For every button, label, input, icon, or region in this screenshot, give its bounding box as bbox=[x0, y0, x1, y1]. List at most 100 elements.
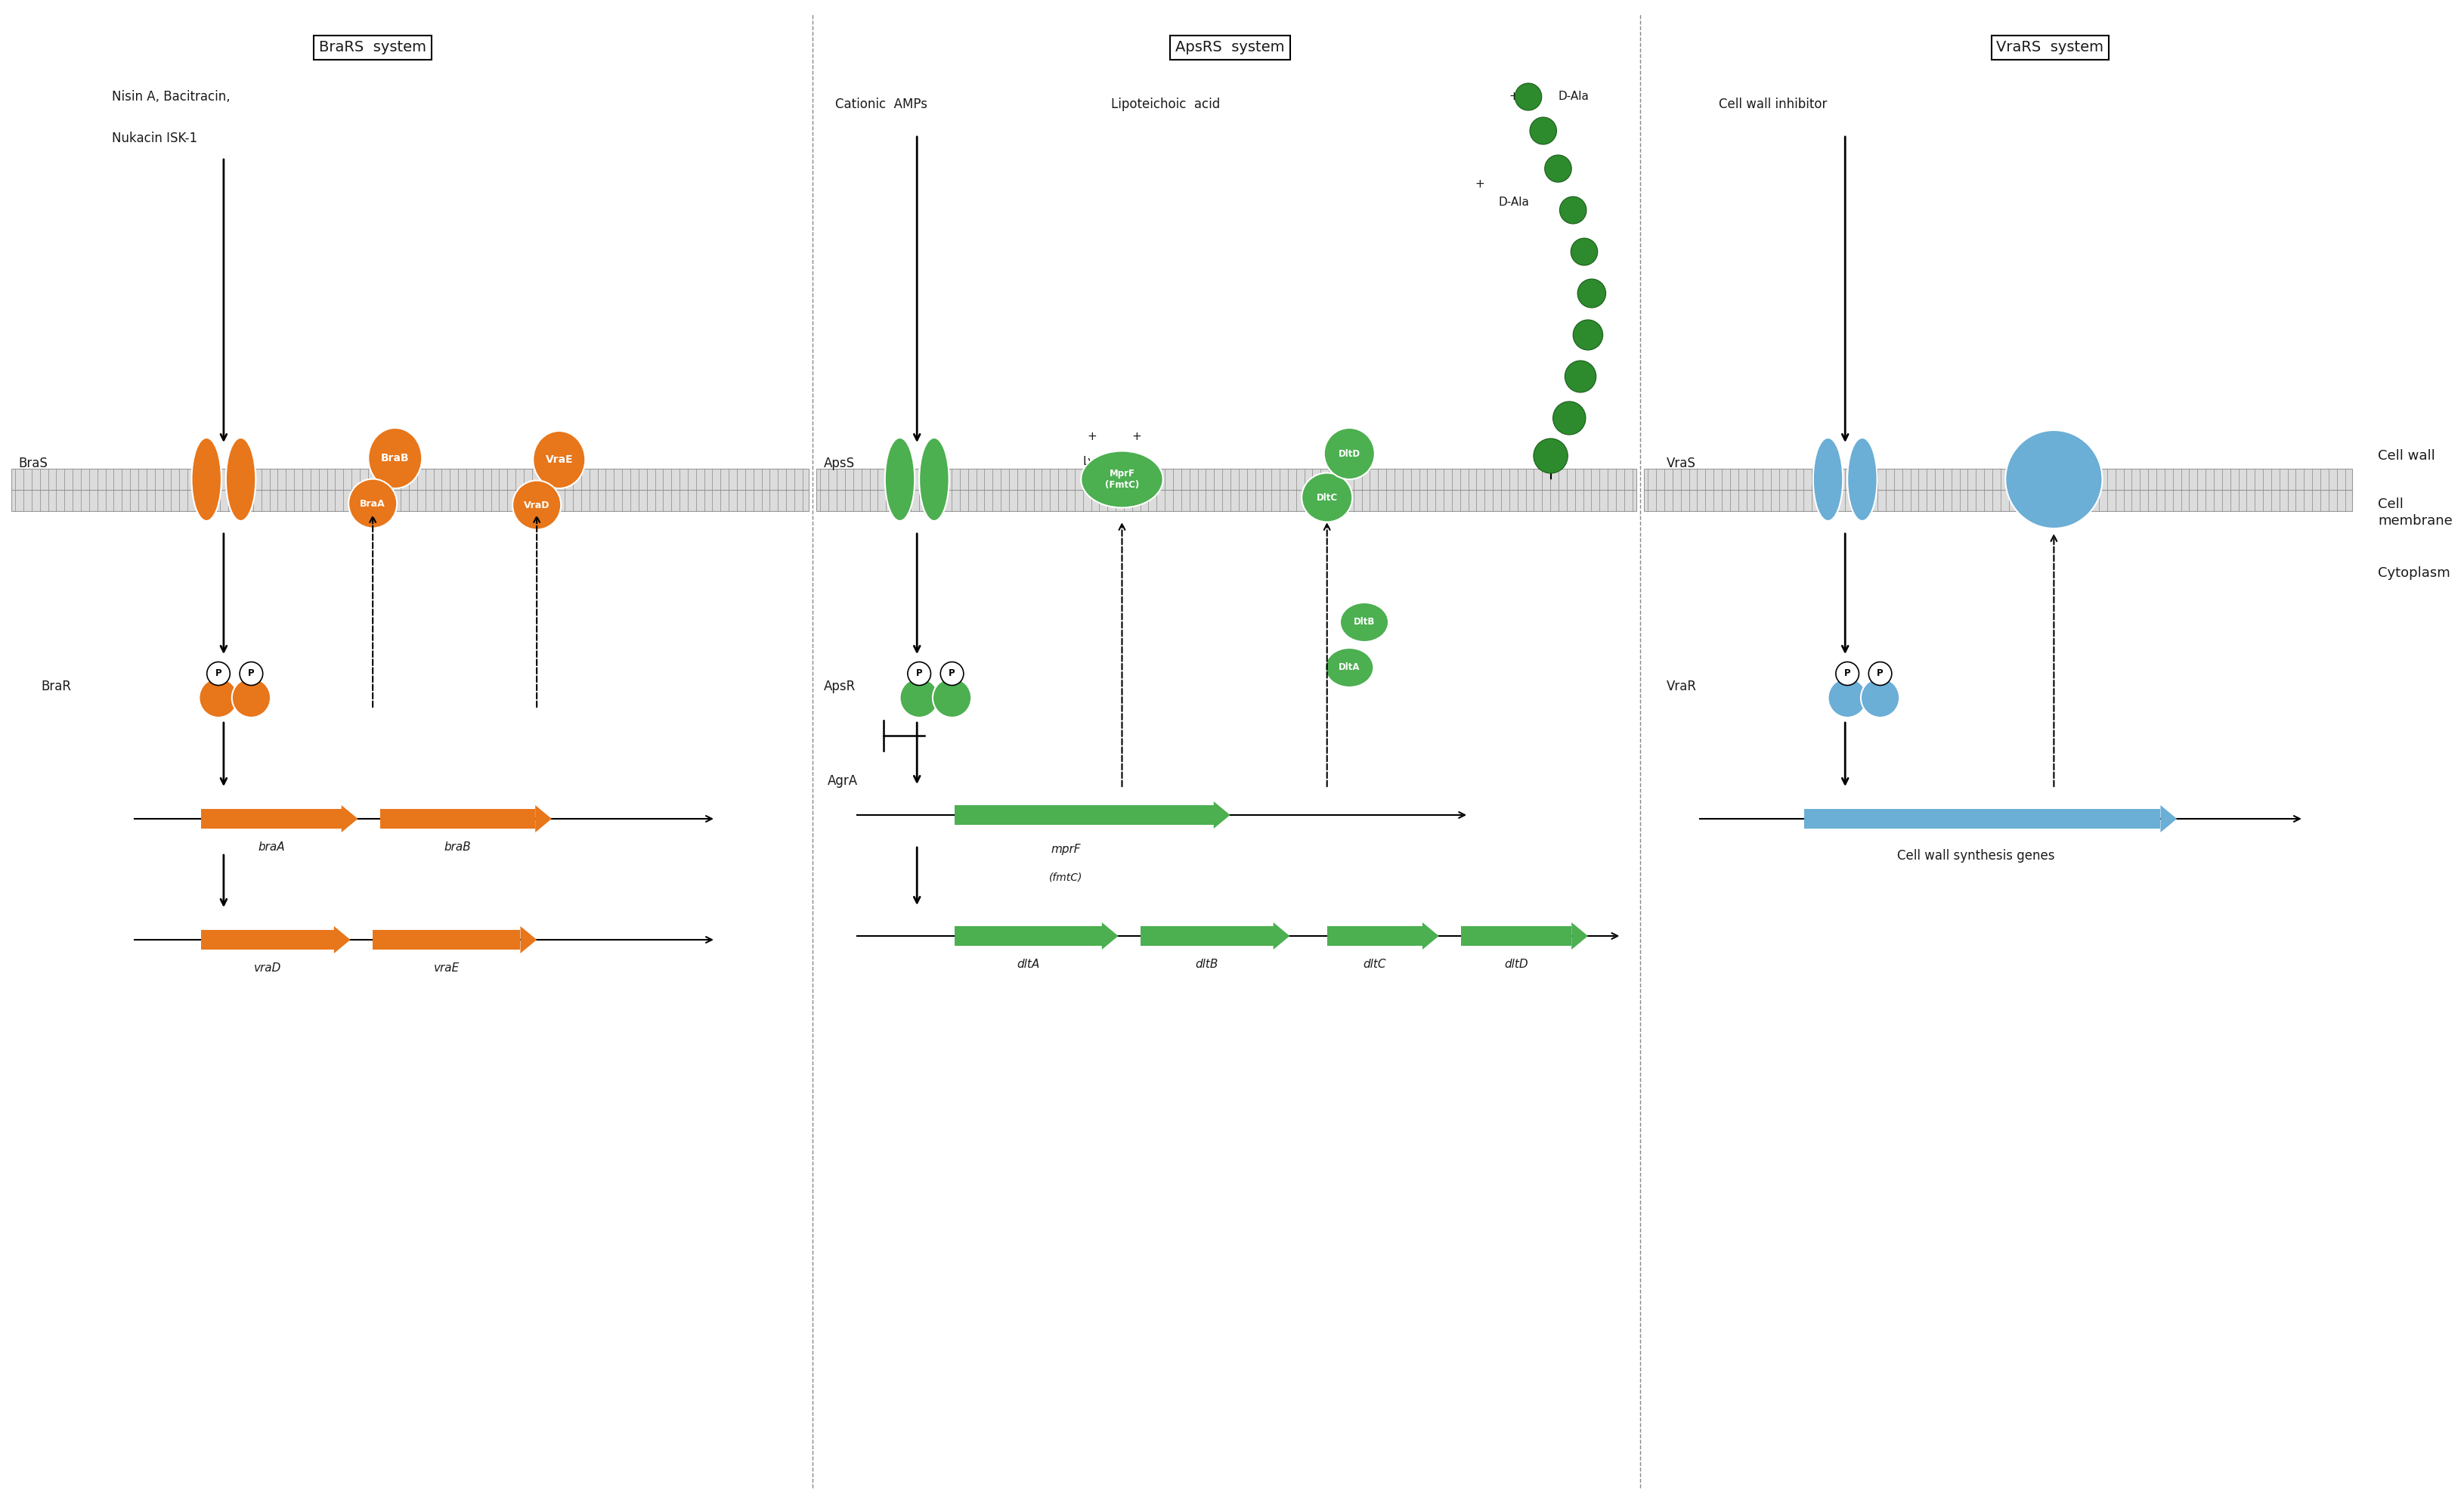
Text: braA: braA bbox=[259, 842, 286, 852]
Polygon shape bbox=[2161, 806, 2176, 833]
Text: VraD: VraD bbox=[525, 500, 549, 510]
Polygon shape bbox=[520, 926, 537, 953]
Circle shape bbox=[1552, 401, 1587, 434]
Circle shape bbox=[1868, 661, 1892, 685]
Text: Lys: Lys bbox=[1084, 455, 1101, 467]
Bar bbox=[1141, 926, 1274, 945]
Ellipse shape bbox=[532, 431, 586, 488]
Circle shape bbox=[1533, 439, 1567, 473]
Circle shape bbox=[1565, 361, 1597, 392]
Text: P: P bbox=[917, 669, 922, 678]
Ellipse shape bbox=[1340, 603, 1390, 642]
Ellipse shape bbox=[1301, 473, 1353, 522]
Text: D-Ala: D-Ala bbox=[1557, 92, 1589, 102]
Text: Lys: Lys bbox=[1129, 455, 1146, 467]
Text: dltB: dltB bbox=[1195, 959, 1220, 969]
Ellipse shape bbox=[227, 437, 256, 522]
Text: BraR: BraR bbox=[42, 679, 71, 693]
Bar bbox=[816, 490, 1636, 511]
Text: dltA: dltA bbox=[1018, 959, 1040, 969]
Circle shape bbox=[1577, 280, 1607, 308]
Ellipse shape bbox=[1323, 428, 1375, 479]
Ellipse shape bbox=[919, 437, 949, 522]
Text: BraRS  system: BraRS system bbox=[320, 41, 426, 54]
Text: P: P bbox=[1843, 669, 1850, 678]
Text: braB: braB bbox=[444, 842, 471, 852]
Text: Cell wall: Cell wall bbox=[2378, 449, 2434, 463]
Bar bbox=[1461, 926, 1572, 945]
Ellipse shape bbox=[1814, 437, 1843, 522]
Text: P: P bbox=[214, 669, 222, 678]
Text: (fmtC): (fmtC) bbox=[1050, 872, 1082, 882]
Circle shape bbox=[1570, 237, 1597, 266]
Ellipse shape bbox=[899, 678, 939, 717]
Polygon shape bbox=[1572, 923, 1587, 950]
Text: D-Ala: D-Ala bbox=[1498, 197, 1530, 209]
Text: +: + bbox=[1087, 431, 1096, 443]
Text: BraB: BraB bbox=[382, 452, 409, 463]
Text: Nukacin ISK-1: Nukacin ISK-1 bbox=[111, 132, 197, 146]
Circle shape bbox=[907, 661, 931, 685]
Ellipse shape bbox=[192, 437, 222, 522]
Circle shape bbox=[941, 661, 963, 685]
Polygon shape bbox=[1101, 923, 1119, 950]
Text: BraA: BraA bbox=[360, 499, 384, 508]
Text: +: + bbox=[1476, 177, 1486, 189]
Bar bbox=[954, 926, 1101, 945]
Ellipse shape bbox=[367, 428, 421, 488]
Polygon shape bbox=[342, 806, 357, 833]
Bar bbox=[202, 809, 342, 828]
Text: Cell
membrane: Cell membrane bbox=[2378, 497, 2452, 528]
Text: DltB: DltB bbox=[1353, 618, 1375, 627]
Text: Cell wall synthesis genes: Cell wall synthesis genes bbox=[1897, 849, 2055, 863]
Text: dltD: dltD bbox=[1506, 959, 1528, 969]
Circle shape bbox=[1560, 197, 1587, 224]
Text: P: P bbox=[249, 669, 254, 678]
Bar bbox=[954, 806, 1215, 825]
Polygon shape bbox=[1422, 923, 1439, 950]
Circle shape bbox=[1515, 83, 1542, 110]
Text: VraE: VraE bbox=[545, 454, 574, 464]
Text: DltC: DltC bbox=[1316, 493, 1338, 502]
Circle shape bbox=[1836, 661, 1858, 685]
Ellipse shape bbox=[1860, 678, 1900, 717]
Text: ApsR: ApsR bbox=[823, 679, 855, 693]
Text: DltD: DltD bbox=[1338, 449, 1360, 458]
Ellipse shape bbox=[513, 481, 562, 529]
Ellipse shape bbox=[347, 479, 397, 528]
Text: Cytoplasm: Cytoplasm bbox=[2378, 567, 2452, 580]
Bar bbox=[372, 930, 520, 950]
Circle shape bbox=[1545, 155, 1572, 182]
Text: P: P bbox=[949, 669, 956, 678]
Ellipse shape bbox=[934, 678, 971, 717]
Text: Nisin A, Bacitracin,: Nisin A, Bacitracin, bbox=[111, 90, 229, 104]
Polygon shape bbox=[535, 806, 552, 833]
Bar bbox=[1804, 809, 2161, 828]
Bar bbox=[1643, 469, 2353, 490]
Text: mprF: mprF bbox=[1052, 843, 1082, 855]
Text: vraE: vraE bbox=[434, 962, 458, 974]
Text: vraD: vraD bbox=[254, 962, 281, 974]
Text: VraR: VraR bbox=[1666, 679, 1695, 693]
Text: P: P bbox=[1878, 669, 1882, 678]
Circle shape bbox=[1530, 117, 1557, 144]
Bar bbox=[12, 490, 808, 511]
Text: dltC: dltC bbox=[1363, 959, 1387, 969]
Bar bbox=[12, 469, 808, 490]
Text: +: + bbox=[1508, 92, 1518, 102]
Text: Cell wall inhibitor: Cell wall inhibitor bbox=[1717, 98, 1826, 111]
Text: VraS: VraS bbox=[1666, 457, 1695, 470]
Text: VraRS  system: VraRS system bbox=[1996, 41, 2104, 54]
Polygon shape bbox=[1215, 801, 1230, 828]
Polygon shape bbox=[335, 926, 350, 953]
Ellipse shape bbox=[200, 678, 239, 717]
Ellipse shape bbox=[885, 437, 914, 522]
Text: AgrA: AgrA bbox=[828, 774, 857, 788]
Text: +: + bbox=[1131, 431, 1141, 443]
Bar bbox=[1643, 490, 2353, 511]
Bar bbox=[1328, 926, 1422, 945]
Bar bbox=[202, 930, 335, 950]
Text: Cationic  AMPs: Cationic AMPs bbox=[835, 98, 926, 111]
Bar bbox=[379, 809, 535, 828]
Ellipse shape bbox=[1848, 437, 1878, 522]
